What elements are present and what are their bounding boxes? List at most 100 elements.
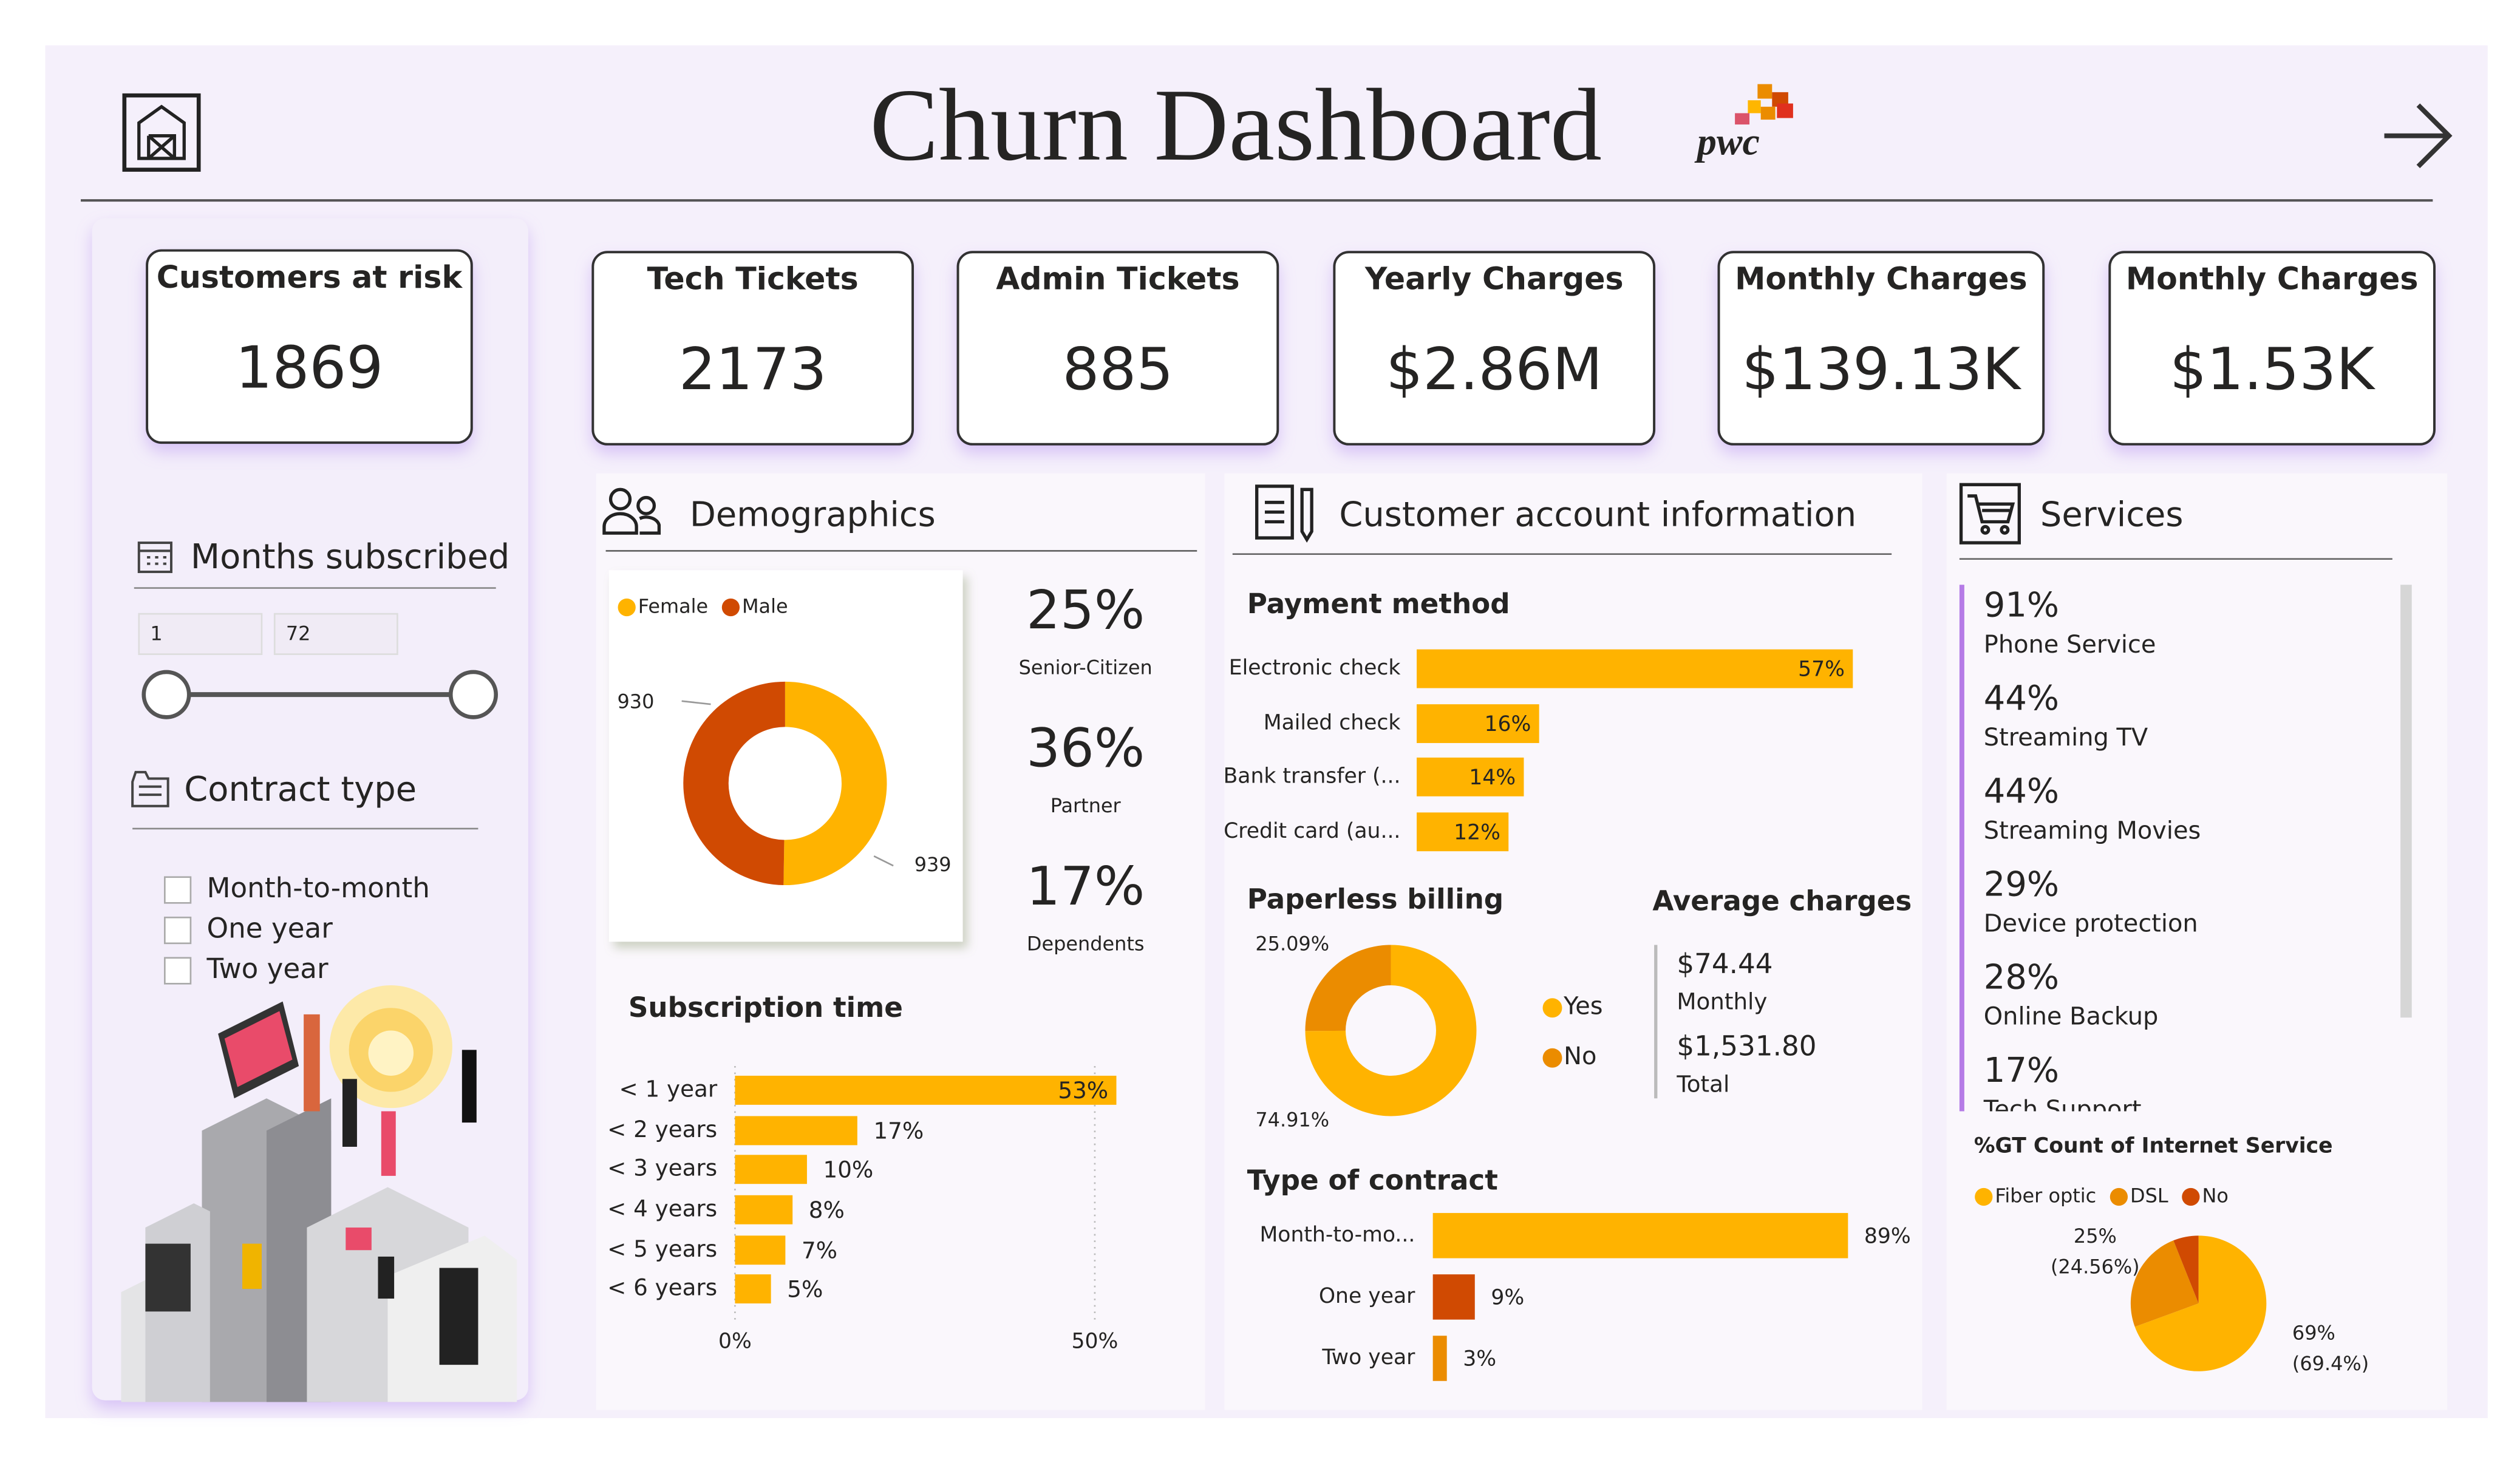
category-label: < 6 years [607,1274,717,1301]
kpi-box [146,249,473,444]
bar [1417,649,1853,688]
stat-value: 25% [1026,579,1145,641]
kpi-box [1717,251,2045,446]
category-label: Month-to-mo... [1259,1223,1415,1247]
data-label: 14% [1469,766,1516,790]
service-name: Phone Service [1984,631,2156,659]
data-label: 25.09% [1255,932,1329,955]
category-label: Two year [1321,1345,1415,1370]
card-title: Average charges [1652,885,1912,917]
data-label: 17% [873,1118,924,1144]
section-title: Customer account information [1339,495,1856,535]
checkbox[interactable] [164,916,192,945]
slice [683,681,785,886]
kpi-card: Yearly Charges $2.86M [1333,251,1656,446]
data-label: 16% [1485,712,1531,736]
service-name: Streaming Movies [1984,817,2201,844]
service-name: Streaming TV [1984,724,2148,752]
filter-panel [92,218,528,1401]
slice [783,681,887,886]
data-label: 939 [914,853,952,876]
section-title: Services [2040,495,2184,535]
checkbox-label: Two year [206,953,329,985]
legend-label: Female [638,594,708,617]
section-title: Demographics [690,495,936,535]
category-label: < 5 years [607,1235,717,1262]
checkbox[interactable] [164,876,192,904]
leader-line [681,700,711,705]
kpi-card: Tech Tickets 2173 [591,251,914,446]
legend-marker [2182,1187,2200,1206]
legend-label: Fiber optic [1995,1184,2096,1207]
stat-label: Partner [1051,794,1122,817]
service-percent: 44% [1984,772,2059,811]
slice [1305,945,1391,1031]
legend-marker [1975,1187,1993,1206]
category-label: Credit card (au... [1224,819,1400,843]
slider-handle[interactable] [448,670,499,719]
data-label: 10% [823,1156,874,1183]
bar [735,1195,793,1224]
chart-title: %GT Count of Internet Service [1974,1134,2333,1158]
bar [735,1116,857,1146]
bar [1417,704,1539,743]
legend-marker [1542,998,1562,1018]
slice [2173,1235,2199,1304]
data-label: 89% [1864,1224,1911,1248]
category-label: < 3 years [607,1155,717,1181]
filter-title: Contract type [184,770,417,809]
slider-handle[interactable] [141,670,191,719]
kpi-value: 885 [1063,335,1174,403]
data-label: 69% (69.4%) [2292,1322,2369,1376]
kpi-card: Admin Tickets 885 [956,251,1279,446]
kpi-value: $2.86M [1386,335,1602,403]
logo: pwc [1694,84,1793,163]
kpi-box [591,251,914,446]
bar [1432,1213,1848,1258]
range-min-input[interactable] [138,613,263,655]
stat-label: Senior-Citizen [1019,656,1153,679]
kpi-value: 2173 [679,335,827,403]
people-icon [602,487,661,535]
legend-label: No [2202,1184,2228,1207]
scrollbar[interactable] [2400,585,2412,1018]
bar [1417,757,1524,796]
bar [1432,1336,1447,1381]
gender-card [608,570,963,942]
data-label: 5% [787,1275,823,1302]
checkbox[interactable] [164,957,192,985]
service-name: Tech Support [1983,1096,2142,1124]
legend-label: Male [742,594,788,617]
list-accent [1959,585,1964,1112]
home-button[interactable] [122,93,201,172]
category-label: Mailed check [1264,711,1401,735]
stat-label: Dependents [1027,932,1145,955]
checkbox-label: One year [207,912,333,945]
category-label: < 2 years [607,1116,717,1143]
stat-value: 17% [1026,855,1145,917]
data-label: 9% [1491,1286,1524,1310]
category-label: < 4 years [607,1195,717,1221]
bar [735,1235,786,1265]
kpi-box [2108,251,2436,446]
data-label: 74.91% [1255,1108,1329,1131]
legend-marker [618,598,636,617]
category-label: Electronic check [1229,656,1401,680]
data-label: 53% [1058,1077,1108,1104]
kpi-box [956,251,1279,446]
service-name: Device protection [1984,910,2198,938]
chart-title: Type of contract [1247,1164,1498,1197]
category-label: One year [1319,1284,1415,1308]
range-max-input[interactable] [273,613,398,655]
kpi-label: Customers at risk [157,259,463,295]
kpi-card: Monthly Charges $1.53K [2108,251,2436,446]
legend-label: DSL [2130,1184,2168,1207]
category-label: < 1 year [619,1075,718,1102]
bar [735,1155,807,1184]
kpi-label: Admin Tickets [996,261,1239,297]
kpi-value: $1.53K [2170,335,2375,403]
legend-label: Yes [1563,993,1602,1021]
next-page-button[interactable] [2384,103,2453,169]
kpi-label: Yearly Charges [1364,261,1624,297]
